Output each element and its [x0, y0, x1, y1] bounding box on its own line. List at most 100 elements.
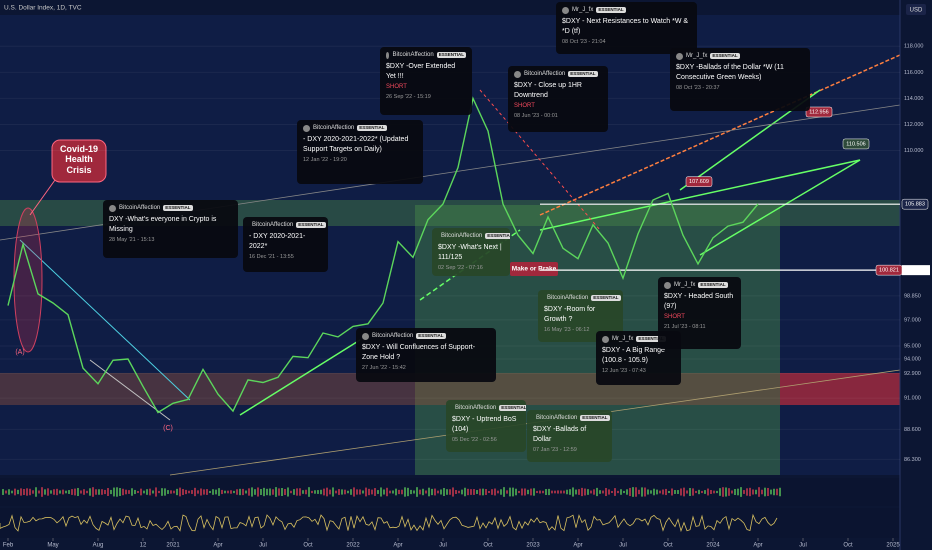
callout-text-box: Covid-19 Health Crisis: [60, 144, 98, 175]
indicator-bar: [629, 487, 631, 497]
indicator-bar: [458, 490, 460, 494]
indicator-bar: [725, 487, 727, 497]
indicator-bar: [734, 488, 736, 496]
indicator-bar: [590, 490, 592, 494]
idea-card: BitcoinAffection ESSENTIAL $DXY -Over Exte…: [380, 47, 472, 115]
x-tick-label: Apr: [573, 543, 582, 549]
level-label: 112.956: [809, 109, 828, 115]
indicator-bar: [692, 488, 694, 496]
x-tick-label: Oct: [843, 543, 853, 549]
x-tick-label: Oct: [483, 543, 493, 549]
idea-title: $DXY -What's Next | 111/125: [438, 244, 502, 261]
indicator-bar: [194, 487, 196, 497]
x-tick-label: 2025: [886, 543, 900, 549]
indicator-bar: [173, 490, 175, 494]
idea-header: Mr_J_fx ESSENTIAL: [602, 335, 675, 343]
indicator-bar: [533, 488, 535, 496]
idea-date: 28 May '21 - 15:13: [109, 236, 155, 243]
indicator-bar: [41, 487, 43, 497]
indicator-bar: [206, 489, 208, 495]
indicator-bar: [83, 489, 85, 495]
indicator-bar: [758, 487, 760, 497]
indicator-bar: [644, 487, 646, 497]
indicator-bar: [443, 487, 445, 497]
indicator-bar: [551, 490, 553, 494]
indicator-bar: [266, 488, 268, 496]
indicator-bar: [308, 487, 310, 497]
idea-date: 16 Dec '21 - 13:55: [249, 253, 294, 260]
x-tick-label: 2024: [706, 543, 720, 549]
indicator-bar: [395, 488, 397, 496]
indicator-bar: [197, 490, 199, 494]
idea-title: DXY -What's everyone in Crypto is Missin…: [109, 216, 217, 233]
indicator-bar: [299, 488, 301, 496]
indicator-bar: [95, 489, 97, 495]
indicator-bar: [722, 487, 724, 497]
indicator-bar: [254, 489, 256, 495]
indicator-bar: [257, 487, 259, 497]
indicator-bar: [248, 488, 250, 496]
idea-title: - DXY 2020-2021-2022*: [249, 233, 306, 250]
idea-date: 08 Jun '23 - 00:01: [514, 113, 558, 120]
indicator-bar: [404, 487, 406, 497]
indicator-bar: [209, 490, 211, 494]
indicator-bar: [422, 488, 424, 496]
avatar: [602, 335, 609, 343]
indicator-bar: [245, 490, 247, 494]
currency-box: [906, 4, 926, 15]
indicator-bar: [98, 489, 100, 495]
author: BitcoinAffection: [392, 52, 434, 58]
indicator-bar: [740, 487, 742, 497]
indicator-bar: [626, 489, 628, 495]
indicator-bar: [5, 490, 7, 494]
indicator-bar: [74, 488, 76, 496]
idea-header: BitcoinAffection ESSENTIAL: [362, 332, 490, 340]
indicator-bar: [755, 489, 757, 495]
x-tick-label: 12: [140, 543, 147, 549]
indicator-bar: [215, 489, 217, 495]
indicator-bar: [281, 487, 283, 497]
indicator-bar: [155, 487, 157, 497]
indicator-bar: [2, 489, 4, 495]
indicator-bar: [329, 489, 331, 495]
y-tick-label: 118.000: [904, 44, 923, 50]
indicator-bar: [494, 488, 496, 496]
indicator-bar: [356, 489, 358, 495]
badge: ESSENTIAL: [580, 415, 610, 422]
indicator-bar: [320, 489, 322, 495]
indicator-bar: [203, 489, 205, 495]
idea-header: BitcoinAffection ESSENTIAL: [303, 124, 417, 132]
idea-title: $DXY -Ballads of Dollar: [533, 426, 587, 443]
indicator-bar: [152, 490, 154, 494]
indicator-bar: [221, 489, 223, 495]
indicator-bar: [779, 487, 781, 497]
indicator-bar: [773, 488, 775, 496]
indicator-bar: [482, 488, 484, 496]
x-tick-label: Jul: [619, 543, 627, 549]
indicator-bar: [47, 488, 49, 496]
idea-date: 08 Oct '23 - 20:37: [676, 84, 720, 91]
indicator-bar: [770, 489, 772, 495]
indicator-bar: [776, 488, 778, 496]
indicator-bar: [137, 490, 139, 494]
badge: ESSENTIAL: [596, 7, 626, 14]
y-tick-label: 112.000: [904, 122, 923, 128]
idea-header: BitcoinAffection ESSENTIAL: [514, 70, 602, 78]
label-text: Make or Brake: [512, 266, 557, 273]
indicator-bar: [728, 488, 730, 496]
trend-line: [19, 239, 191, 401]
indicator-bar: [677, 490, 679, 494]
idea-title: $DXY -Room for Growth ?: [544, 306, 596, 323]
indicator-bar: [410, 489, 412, 495]
indicator-bar: [347, 490, 349, 494]
x-tick-label: Jul: [799, 543, 807, 549]
indicator-bar: [581, 487, 583, 497]
chart-title: U.S. Dollar Index, 1D, TVC: [4, 5, 82, 12]
indicator-bar: [503, 487, 505, 497]
x-tick-label: Apr: [393, 543, 402, 549]
indicator-bar: [530, 488, 532, 496]
indicator-bar: [623, 490, 625, 494]
idea-title: $DXY - Headed South (97): [664, 293, 734, 310]
indicator-bar: [401, 489, 403, 495]
indicator-bar: [278, 488, 280, 496]
